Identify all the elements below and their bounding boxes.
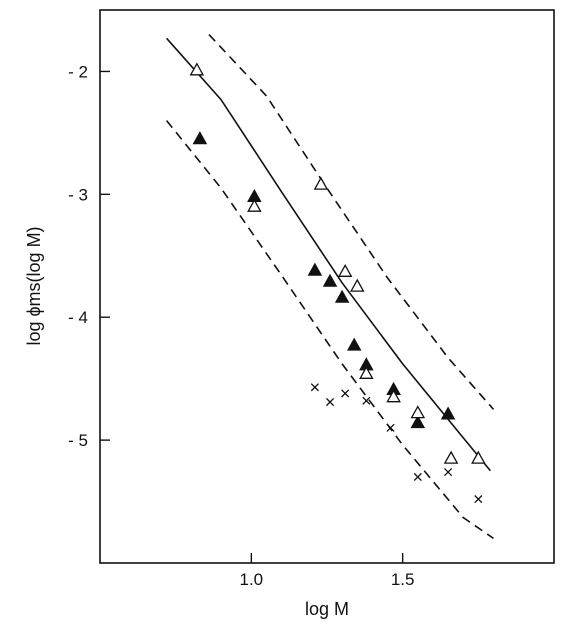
- point-open-triangle: [410, 405, 426, 419]
- point-filled-triangle: [322, 273, 338, 287]
- fit-line-dashed-1: [208, 34, 495, 410]
- point-filled-triangle: [440, 406, 456, 420]
- x-tick-label: 1.0: [240, 570, 264, 589]
- y-tick-label: - 2: [68, 62, 88, 81]
- y-axis-title: log ϕms(log M): [24, 226, 44, 345]
- point-cross: [444, 468, 453, 477]
- point-filled-triangle: [346, 337, 362, 351]
- axis-ticks: 1.0 1.5 - 2 - 3 - 4 - 5: [68, 62, 414, 589]
- point-open-triangle: [443, 450, 459, 464]
- plot-frame: [99, 9, 555, 564]
- point-open-triangle: [471, 450, 486, 464]
- point-cross: [310, 383, 319, 392]
- y-tick-label: - 4: [68, 308, 88, 327]
- fit-line-dashed-2: [165, 120, 494, 540]
- fit-line-solid: [166, 37, 492, 472]
- point-cross: [474, 495, 483, 504]
- x-axis-title: log M: [305, 599, 349, 619]
- point-cross: [386, 423, 395, 432]
- point-filled-triangle: [334, 289, 350, 303]
- point-open-triangle: [359, 365, 374, 379]
- point-cross: [413, 472, 422, 482]
- point-cross: [341, 389, 350, 398]
- x-tick-label: 1.5: [391, 570, 415, 589]
- point-filled-triangle: [192, 131, 208, 145]
- point-open-triangle: [247, 198, 262, 212]
- point-cross: [325, 397, 335, 407]
- fit-lines: [165, 34, 495, 540]
- point-filled-triangle: [410, 415, 426, 429]
- point-open-triangle: [349, 278, 365, 292]
- y-tick-label: - 5: [68, 431, 88, 450]
- point-filled-triangle: [307, 262, 323, 276]
- point-cross: [362, 396, 371, 405]
- y-tick-label: - 3: [68, 185, 88, 204]
- point-open-triangle: [386, 389, 401, 403]
- point-open-triangle: [337, 263, 353, 277]
- point-open-triangle: [189, 62, 205, 76]
- point-open-triangle: [313, 176, 329, 190]
- data-points: [189, 62, 486, 504]
